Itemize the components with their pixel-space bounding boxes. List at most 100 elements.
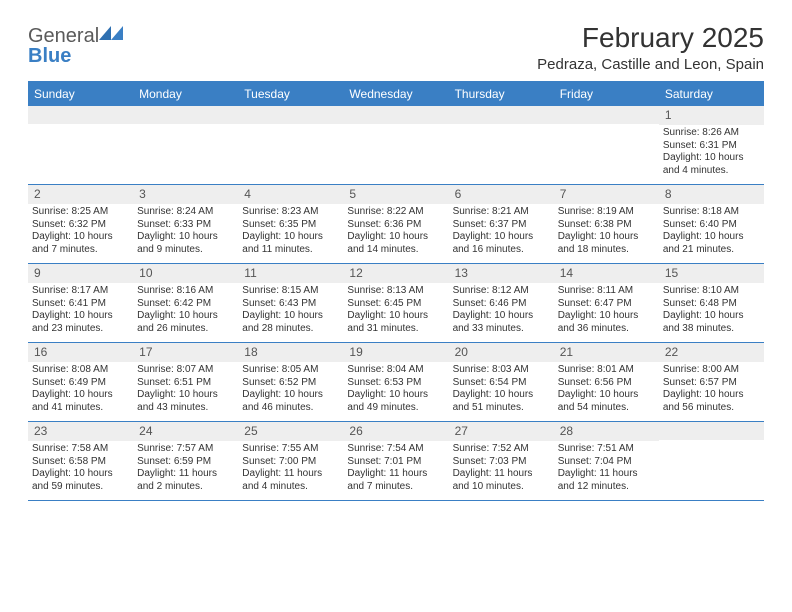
calendar: Sunday Monday Tuesday Wednesday Thursday… — [28, 81, 764, 501]
day-number-strip: 6 — [449, 185, 554, 204]
day-number: 23 — [34, 424, 127, 439]
sunset-text: Sunset: 7:04 PM — [558, 456, 655, 469]
sunset-text: Sunset: 7:00 PM — [242, 456, 339, 469]
daylight-text: Daylight: 10 hours and 54 minutes. — [558, 389, 655, 414]
day-number: 26 — [349, 424, 442, 439]
sunset-text: Sunset: 6:53 PM — [347, 377, 444, 390]
daylight-text: Daylight: 10 hours and 21 minutes. — [663, 231, 760, 256]
day-number-strip: 3 — [133, 185, 238, 204]
day-cell: 15Sunrise: 8:10 AMSunset: 6:48 PMDayligh… — [659, 264, 764, 342]
day-number-strip: 1 — [659, 106, 764, 125]
daylight-text: Daylight: 10 hours and 23 minutes. — [32, 310, 129, 335]
day-number-strip — [133, 106, 238, 124]
sunset-text: Sunset: 6:33 PM — [137, 219, 234, 232]
sunset-text: Sunset: 6:37 PM — [453, 219, 550, 232]
month-title: February 2025 — [537, 22, 764, 54]
logo-word-2: Blue — [28, 45, 71, 67]
day-number-strip: 5 — [343, 185, 448, 204]
day-number-strip: 11 — [238, 264, 343, 283]
week-row: 9Sunrise: 8:17 AMSunset: 6:41 PMDaylight… — [28, 264, 764, 343]
day-number-strip: 8 — [659, 185, 764, 204]
dow-row: Sunday Monday Tuesday Wednesday Thursday… — [28, 83, 764, 106]
calendar-page: General Blue February 2025 Pedraza, Cast… — [0, 0, 792, 511]
day-number-strip: 2 — [28, 185, 133, 204]
day-cell: 18Sunrise: 8:05 AMSunset: 6:52 PMDayligh… — [238, 343, 343, 421]
sunrise-text: Sunrise: 8:19 AM — [558, 206, 655, 219]
sunrise-text: Sunrise: 7:58 AM — [32, 443, 129, 456]
day-cell: 10Sunrise: 8:16 AMSunset: 6:42 PMDayligh… — [133, 264, 238, 342]
day-number-strip — [343, 106, 448, 124]
day-number-strip: 27 — [449, 422, 554, 441]
day-number-strip: 12 — [343, 264, 448, 283]
day-cell — [659, 422, 764, 500]
day-cell: 28 Sunrise: 7:51 AMSunset: 7:04 PMDayligh… — [554, 422, 659, 500]
daylight-text: Daylight: 10 hours and 46 minutes. — [242, 389, 339, 414]
sunrise-text: Sunrise: 8:12 AM — [453, 285, 550, 298]
daylight-text: Daylight: 10 hours and 9 minutes. — [137, 231, 234, 256]
sunrise-text: Sunrise: 7:51 AM — [558, 443, 655, 456]
day-number: 5 — [349, 187, 442, 202]
day-cell: 24Sunrise: 7:57 AMSunset: 6:59 PMDayligh… — [133, 422, 238, 500]
sunset-text: Sunset: 6:48 PM — [663, 298, 760, 311]
day-number: 28 — [560, 424, 653, 439]
day-number-strip: 17 — [133, 343, 238, 362]
day-cell — [28, 106, 133, 184]
daylight-text: Daylight: 10 hours and 14 minutes. — [347, 231, 444, 256]
title-block: February 2025 Pedraza, Castille and Leon… — [537, 22, 764, 73]
day-cell: 23Sunrise: 7:58 AMSunset: 6:58 PMDayligh… — [28, 422, 133, 500]
day-number-strip — [238, 106, 343, 124]
day-number: 20 — [455, 345, 548, 360]
daylight-text: Daylight: 10 hours and 43 minutes. — [137, 389, 234, 414]
location: Pedraza, Castille and Leon, Spain — [537, 56, 764, 73]
day-number-strip: 14 — [554, 264, 659, 283]
day-cell: 16Sunrise: 8:08 AMSunset: 6:49 PMDayligh… — [28, 343, 133, 421]
day-cell: 2Sunrise: 8:25 AMSunset: 6:32 PMDaylight… — [28, 185, 133, 263]
day-number-strip: 19 — [343, 343, 448, 362]
sunrise-text: Sunrise: 7:57 AM — [137, 443, 234, 456]
day-number-strip: 20 — [449, 343, 554, 362]
daylight-text: Daylight: 10 hours and 56 minutes. — [663, 389, 760, 414]
dow-cell: Saturday — [659, 83, 764, 106]
daylight-text: Daylight: 11 hours and 2 minutes. — [137, 468, 234, 493]
day-cell: 3Sunrise: 8:24 AMSunset: 6:33 PMDaylight… — [133, 185, 238, 263]
daylight-text: Daylight: 11 hours and 10 minutes. — [453, 468, 550, 493]
day-cell — [449, 106, 554, 184]
sunset-text: Sunset: 6:41 PM — [32, 298, 129, 311]
day-number: 11 — [244, 266, 337, 281]
weeks-container: 1Sunrise: 8:26 AMSunset: 6:31 PMDaylight… — [28, 106, 764, 501]
sunset-text: Sunset: 6:51 PM — [137, 377, 234, 390]
sunset-text: Sunset: 6:42 PM — [137, 298, 234, 311]
daylight-text: Daylight: 10 hours and 4 minutes. — [663, 152, 760, 177]
day-number: 18 — [244, 345, 337, 360]
day-number-strip — [659, 422, 764, 440]
sunrise-text: Sunrise: 8:13 AM — [347, 285, 444, 298]
sunset-text: Sunset: 6:35 PM — [242, 219, 339, 232]
sunset-text: Sunset: 6:38 PM — [558, 219, 655, 232]
day-cell: 9Sunrise: 8:17 AMSunset: 6:41 PMDaylight… — [28, 264, 133, 342]
day-number: 2 — [34, 187, 127, 202]
sunset-text: Sunset: 6:46 PM — [453, 298, 550, 311]
sunset-text: Sunset: 6:54 PM — [453, 377, 550, 390]
day-number: 12 — [349, 266, 442, 281]
week-row: 23Sunrise: 7:58 AMSunset: 6:58 PMDayligh… — [28, 422, 764, 501]
day-cell: 25Sunrise: 7:55 AMSunset: 7:00 PMDayligh… — [238, 422, 343, 500]
sunrise-text: Sunrise: 7:52 AM — [453, 443, 550, 456]
logo-triangle-icon — [99, 26, 123, 40]
dow-cell: Wednesday — [343, 83, 448, 106]
daylight-text: Daylight: 11 hours and 12 minutes. — [558, 468, 655, 493]
day-number: 1 — [665, 108, 758, 123]
day-cell: 11Sunrise: 8:15 AMSunset: 6:43 PMDayligh… — [238, 264, 343, 342]
day-number-strip: 22 — [659, 343, 764, 362]
sunrise-text: Sunrise: 7:54 AM — [347, 443, 444, 456]
day-number-strip: 10 — [133, 264, 238, 283]
day-number: 3 — [139, 187, 232, 202]
day-number-strip: 24 — [133, 422, 238, 441]
day-cell: 12Sunrise: 8:13 AMSunset: 6:45 PMDayligh… — [343, 264, 448, 342]
day-number-strip: 25 — [238, 422, 343, 441]
day-number-strip: 7 — [554, 185, 659, 204]
sunset-text: Sunset: 7:03 PM — [453, 456, 550, 469]
sunrise-text: Sunrise: 8:15 AM — [242, 285, 339, 298]
day-number: 21 — [560, 345, 653, 360]
daylight-text: Daylight: 11 hours and 4 minutes. — [242, 468, 339, 493]
day-cell: 8Sunrise: 8:18 AMSunset: 6:40 PMDaylight… — [659, 185, 764, 263]
